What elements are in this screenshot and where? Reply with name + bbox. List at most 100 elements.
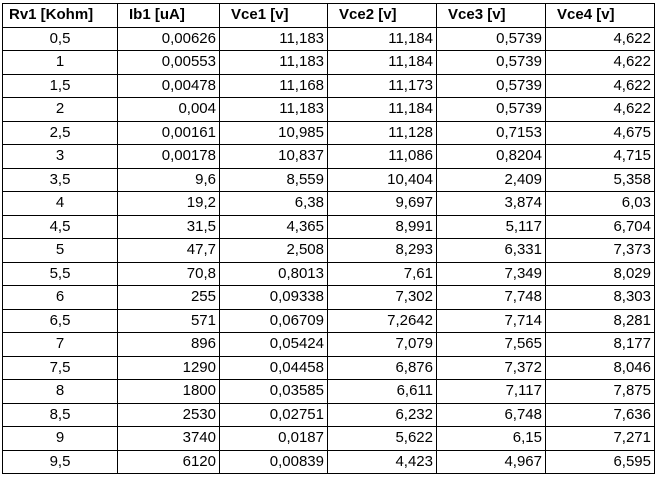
- rv1-cell: 7: [2, 332, 118, 357]
- ib1-cell: 1800: [117, 379, 220, 404]
- header-ib1: Ib1 [uA]: [117, 3, 220, 28]
- ib1-cell: 0,00553: [117, 50, 220, 75]
- rv1-cell: 8,5: [2, 402, 118, 427]
- vce3-cell: 0,8204: [436, 144, 546, 169]
- vce1-cell: 0,02751: [219, 402, 328, 427]
- vce4-cell: 8,303: [545, 285, 655, 310]
- header-row: Rv1 [Kohm] Ib1 [uA] Vce1 [v] Vce2 [v] Vc…: [2, 3, 655, 28]
- table-row: 6 255 0,09338 7,302 7,748 8,303: [2, 285, 655, 310]
- vce2-cell: 6,876: [327, 355, 437, 380]
- vce1-cell: 0,03585: [219, 379, 328, 404]
- rv1-cell: 9: [2, 426, 118, 451]
- ib1-cell: 896: [117, 332, 220, 357]
- ib1-cell: 31,5: [117, 214, 220, 239]
- ib1-cell: 0,00178: [117, 144, 220, 169]
- vce2-cell: 11,184: [327, 50, 437, 75]
- vce1-cell: 11,183: [219, 50, 328, 75]
- vce3-cell: 6,15: [436, 426, 546, 451]
- vce2-cell: 11,173: [327, 73, 437, 98]
- rv1-cell: 5: [2, 238, 118, 263]
- vce2-cell: 10,404: [327, 167, 437, 192]
- table-row: 8 1800 0,03585 6,611 7,117 7,875: [2, 379, 655, 404]
- vce4-cell: 6,595: [545, 449, 655, 474]
- table-row: 3,5 9,6 8,559 10,404 2,409 5,358: [2, 167, 655, 192]
- rv1-cell: 2,5: [2, 120, 118, 145]
- vce1-cell: 6,38: [219, 191, 328, 216]
- vce1-cell: 4,365: [219, 214, 328, 239]
- vce1-cell: 0,00839: [219, 449, 328, 474]
- rv1-cell: 1: [2, 50, 118, 75]
- vce1-cell: 11,183: [219, 26, 328, 51]
- vce2-cell: 11,184: [327, 26, 437, 51]
- rv1-cell: 6,5: [2, 308, 118, 333]
- rv1-cell: 6: [2, 285, 118, 310]
- header-vce3: Vce3 [v]: [436, 3, 546, 28]
- vce4-cell: 8,046: [545, 355, 655, 380]
- ib1-cell: 0,004: [117, 97, 220, 122]
- vce2-cell: 11,128: [327, 120, 437, 145]
- ib1-cell: 2530: [117, 402, 220, 427]
- rv1-cell: 4,5: [2, 214, 118, 239]
- ib1-cell: 255: [117, 285, 220, 310]
- vce4-cell: 6,03: [545, 191, 655, 216]
- ib1-cell: 70,8: [117, 261, 220, 286]
- rv1-cell: 3: [2, 144, 118, 169]
- vce1-cell: 10,985: [219, 120, 328, 145]
- rv1-cell: 5,5: [2, 261, 118, 286]
- vce4-cell: 4,715: [545, 144, 655, 169]
- table-row: 7 896 0,05424 7,079 7,565 8,177: [2, 332, 655, 357]
- ib1-cell: 9,6: [117, 167, 220, 192]
- vce3-cell: 3,874: [436, 191, 546, 216]
- table-row: 7,5 1290 0,04458 6,876 7,372 8,046: [2, 355, 655, 380]
- measurement-table: Rv1 [Kohm] Ib1 [uA] Vce1 [v] Vce2 [v] Vc…: [2, 3, 655, 474]
- rv1-cell: 1,5: [2, 73, 118, 98]
- vce1-cell: 8,559: [219, 167, 328, 192]
- table-row: 4 19,2 6,38 9,697 3,874 6,03: [2, 191, 655, 216]
- table-row: 9,5 6120 0,00839 4,423 4,967 6,595: [2, 449, 655, 474]
- table-row: 1,5 0,00478 11,168 11,173 0,5739 4,622: [2, 73, 655, 98]
- vce2-cell: 6,232: [327, 402, 437, 427]
- vce4-cell: 8,281: [545, 308, 655, 333]
- vce1-cell: 11,183: [219, 97, 328, 122]
- vce2-cell: 8,991: [327, 214, 437, 239]
- vce2-cell: 5,622: [327, 426, 437, 451]
- vce3-cell: 6,748: [436, 402, 546, 427]
- vce3-cell: 4,967: [436, 449, 546, 474]
- rv1-cell: 9,5: [2, 449, 118, 474]
- vce3-cell: 6,331: [436, 238, 546, 263]
- rv1-cell: 4: [2, 191, 118, 216]
- vce1-cell: 0,05424: [219, 332, 328, 357]
- vce4-cell: 8,029: [545, 261, 655, 286]
- table-row: 5 47,7 2,508 8,293 6,331 7,373: [2, 238, 655, 263]
- vce2-cell: 11,086: [327, 144, 437, 169]
- vce4-cell: 6,704: [545, 214, 655, 239]
- vce3-cell: 0,5739: [436, 26, 546, 51]
- rv1-cell: 8: [2, 379, 118, 404]
- header-vce2: Vce2 [v]: [327, 3, 437, 28]
- vce1-cell: 0,8013: [219, 261, 328, 286]
- table-row: 2,5 0,00161 10,985 11,128 0,7153 4,675: [2, 120, 655, 145]
- vce3-cell: 7,714: [436, 308, 546, 333]
- vce1-cell: 0,04458: [219, 355, 328, 380]
- vce1-cell: 2,508: [219, 238, 328, 263]
- ib1-cell: 19,2: [117, 191, 220, 216]
- rv1-cell: 2: [2, 97, 118, 122]
- vce4-cell: 7,373: [545, 238, 655, 263]
- ib1-cell: 0,00626: [117, 26, 220, 51]
- rv1-cell: 0,5: [2, 26, 118, 51]
- table-row: 0,5 0,00626 11,183 11,184 0,5739 4,622: [2, 26, 655, 51]
- table-row: 1 0,00553 11,183 11,184 0,5739 4,622: [2, 50, 655, 75]
- vce4-cell: 5,358: [545, 167, 655, 192]
- vce4-cell: 4,622: [545, 26, 655, 51]
- table-row: 9 3740 0,0187 5,622 6,15 7,271: [2, 426, 655, 451]
- vce3-cell: 0,5739: [436, 73, 546, 98]
- rv1-cell: 3,5: [2, 167, 118, 192]
- vce3-cell: 7,748: [436, 285, 546, 310]
- vce3-cell: 7,565: [436, 332, 546, 357]
- ib1-cell: 571: [117, 308, 220, 333]
- vce2-cell: 6,611: [327, 379, 437, 404]
- ib1-cell: 0,00161: [117, 120, 220, 145]
- header-vce1: Vce1 [v]: [219, 3, 328, 28]
- vce3-cell: 7,372: [436, 355, 546, 380]
- vce3-cell: 2,409: [436, 167, 546, 192]
